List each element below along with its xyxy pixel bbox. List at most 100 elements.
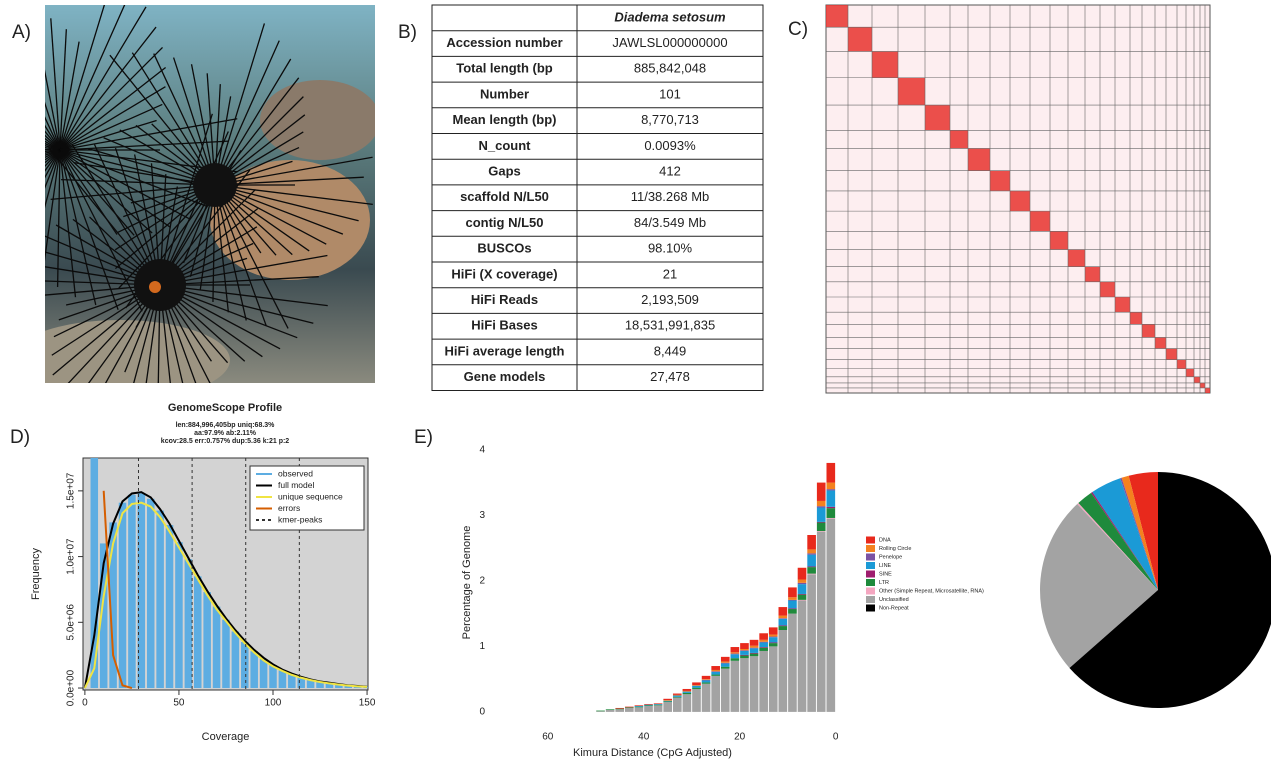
bar-segment xyxy=(798,595,807,600)
row-value: 8,449 xyxy=(654,343,687,358)
legend-label: Unclassified xyxy=(879,597,909,603)
y-tick-label: 2 xyxy=(479,576,485,587)
bar-segment xyxy=(673,696,682,697)
bar-segment xyxy=(750,640,759,646)
bar-segment xyxy=(779,619,788,626)
hic-block xyxy=(1050,231,1068,249)
bar-segment xyxy=(625,707,634,708)
bar-segment xyxy=(750,653,759,654)
bar-segment xyxy=(702,682,711,683)
bar-segment xyxy=(740,650,749,651)
y-axis-label: Frequency xyxy=(30,548,42,600)
hic-block xyxy=(1142,324,1155,337)
bar xyxy=(128,495,136,688)
bar-segment xyxy=(826,463,835,483)
row-label: contig N/L50 xyxy=(465,215,543,230)
x-tick-label: 20 xyxy=(734,732,746,743)
bar-segment xyxy=(711,670,720,671)
x-axis-label: Coverage xyxy=(202,731,250,743)
bar xyxy=(175,542,183,688)
legend-swatch xyxy=(866,579,875,586)
hic-block xyxy=(872,51,898,77)
bar-segment xyxy=(759,648,768,651)
bar-segment xyxy=(807,567,816,574)
y-tick-label: 1 xyxy=(479,641,485,652)
row-value: 27,478 xyxy=(650,369,690,384)
hic-block xyxy=(1130,312,1142,324)
bar-segment xyxy=(606,710,615,712)
bar-segment xyxy=(779,616,788,619)
bar-segment xyxy=(759,647,768,648)
bar-segment xyxy=(740,658,749,712)
bar-segment xyxy=(817,523,826,532)
bar-segment xyxy=(788,597,797,600)
bar-segment xyxy=(779,626,788,630)
legend-label: Other (Simple Repeat, Microsatellite, RN… xyxy=(879,588,984,594)
bar-segment xyxy=(644,706,653,712)
row-value: 84/3.549 Mb xyxy=(634,215,706,230)
bar-segment xyxy=(692,686,701,688)
bar-segment xyxy=(683,689,692,691)
bar-segment xyxy=(798,601,807,712)
bar-segment xyxy=(826,490,835,506)
legend-swatch xyxy=(866,562,875,569)
bar-segment xyxy=(702,684,711,712)
bar-segment xyxy=(817,501,826,506)
hic-block xyxy=(1205,388,1210,393)
bar-segment xyxy=(654,703,663,704)
bar-segment xyxy=(740,655,749,656)
bar-segment xyxy=(798,600,807,601)
bar-segment xyxy=(798,583,807,584)
hic-map xyxy=(826,5,1210,393)
row-value: 21 xyxy=(663,266,677,281)
bar-segment xyxy=(826,508,835,518)
bar-segment xyxy=(615,709,624,712)
legend-label: Non-Repeat xyxy=(879,605,909,611)
panel-label: E) xyxy=(414,427,433,448)
legend-label: Penelope xyxy=(879,554,902,560)
bar-segment xyxy=(769,627,778,634)
bar-segment xyxy=(826,507,835,508)
panel-label: A) xyxy=(12,22,31,43)
bar xyxy=(241,642,249,688)
figure: A)B)C)D)E)Diadema setosumAccession numbe… xyxy=(0,0,1271,763)
bar-segment xyxy=(692,688,701,689)
bar-segment xyxy=(673,694,682,695)
row-value: 885,842,048 xyxy=(634,61,706,76)
legend-swatch xyxy=(866,554,875,561)
bar-segment xyxy=(673,697,682,711)
bar xyxy=(203,592,211,688)
bar-segment xyxy=(615,708,624,709)
bar-segment xyxy=(663,699,672,700)
bar-segment xyxy=(826,518,835,519)
bar-segment xyxy=(596,711,605,712)
chart-subtitle: len:884,996,405bp uniq:68.3% xyxy=(176,422,276,429)
row-label: HiFi Reads xyxy=(471,292,538,307)
bar xyxy=(156,511,164,688)
bar-segment xyxy=(654,705,663,706)
bar-segment xyxy=(615,709,624,710)
y-tick-label: 0.0e+00 xyxy=(66,669,77,706)
bar-segment xyxy=(663,701,672,702)
bar-segment xyxy=(779,630,788,712)
bar xyxy=(222,620,230,688)
bar-segment xyxy=(788,614,797,712)
bar-segment xyxy=(807,574,816,575)
bar-segment xyxy=(673,697,682,698)
bar-segment xyxy=(826,519,835,712)
row-label: N_count xyxy=(479,138,532,153)
panel-label: D) xyxy=(10,427,30,448)
x-tick-label: 60 xyxy=(542,732,554,743)
bar-segment xyxy=(721,657,730,662)
bar-segment xyxy=(750,654,759,657)
row-label: HiFi (X coverage) xyxy=(451,266,557,281)
row-label: Total length (bp xyxy=(456,61,553,76)
row-label: Accession number xyxy=(446,35,562,50)
row-label: Gaps xyxy=(488,163,521,178)
bar-segment xyxy=(644,705,653,706)
bar xyxy=(232,632,240,689)
bar-segment xyxy=(596,711,605,712)
bar-segment xyxy=(807,553,816,554)
bar-segment xyxy=(826,483,835,490)
row-value: 412 xyxy=(659,163,681,178)
